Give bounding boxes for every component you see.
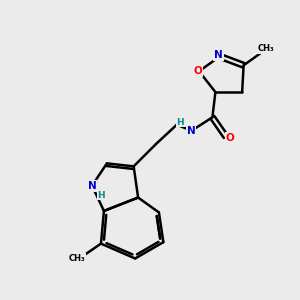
Text: CH₃: CH₃ bbox=[69, 254, 85, 263]
Text: N: N bbox=[214, 50, 223, 60]
Text: H: H bbox=[97, 191, 105, 200]
Text: O: O bbox=[226, 133, 235, 143]
Text: H: H bbox=[176, 118, 184, 127]
Text: N: N bbox=[88, 181, 96, 191]
Text: CH₃: CH₃ bbox=[258, 44, 274, 53]
Text: O: O bbox=[193, 66, 202, 76]
Text: N: N bbox=[187, 126, 195, 136]
